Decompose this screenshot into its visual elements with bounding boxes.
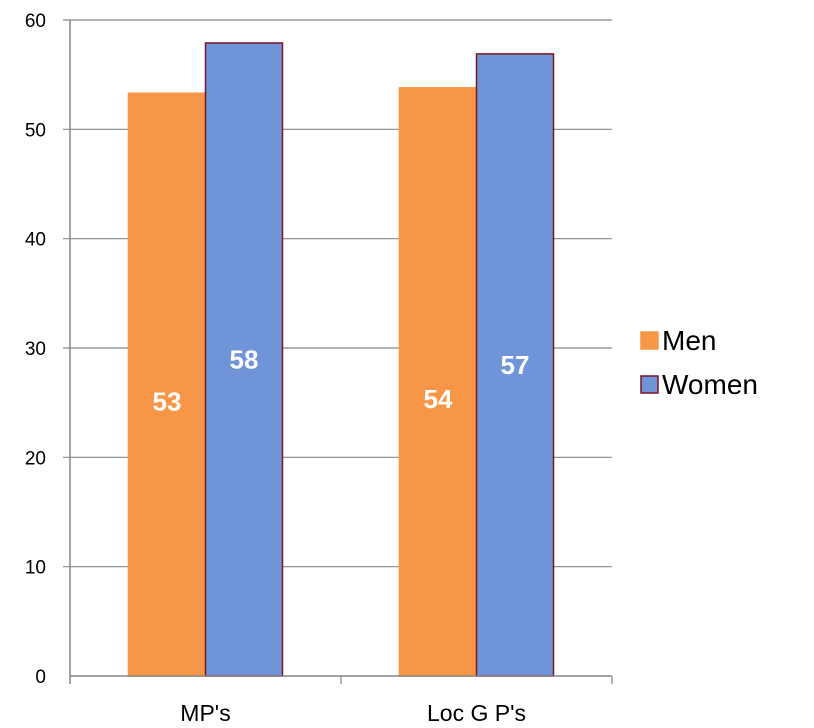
data-labels: 53 58 54 57 [153,344,530,416]
data-label: 58 [230,344,259,374]
legend-swatch-men [640,331,659,350]
legend-label-men: Men [662,325,716,356]
y-axis-ticks: 0 10 20 30 40 50 60 [25,11,46,688]
bar-women-1 [475,53,555,677]
legend-swatch-women [640,375,659,394]
y-tick-label: 0 [35,667,46,688]
bar-men-1 [398,87,478,677]
x-tick-label: MP's [180,700,230,726]
data-label: 57 [501,350,530,380]
data-label: 54 [424,384,453,414]
legend: Men Women [640,325,758,400]
y-tick-label: 30 [25,339,46,360]
x-tick-label: Loc G P's [427,700,526,726]
y-tick-label: 60 [25,11,46,32]
y-tick-label: 10 [25,558,46,579]
bar-men-0 [127,92,207,677]
x-axis-ticks: MP's Loc G P's [180,676,613,726]
y-tick-label: 20 [25,448,46,469]
y-tick-label: 50 [25,120,46,141]
legend-label-women: Women [662,369,758,400]
bars [127,42,555,677]
data-label: 53 [153,387,182,417]
y-tick-label: 40 [25,230,46,251]
